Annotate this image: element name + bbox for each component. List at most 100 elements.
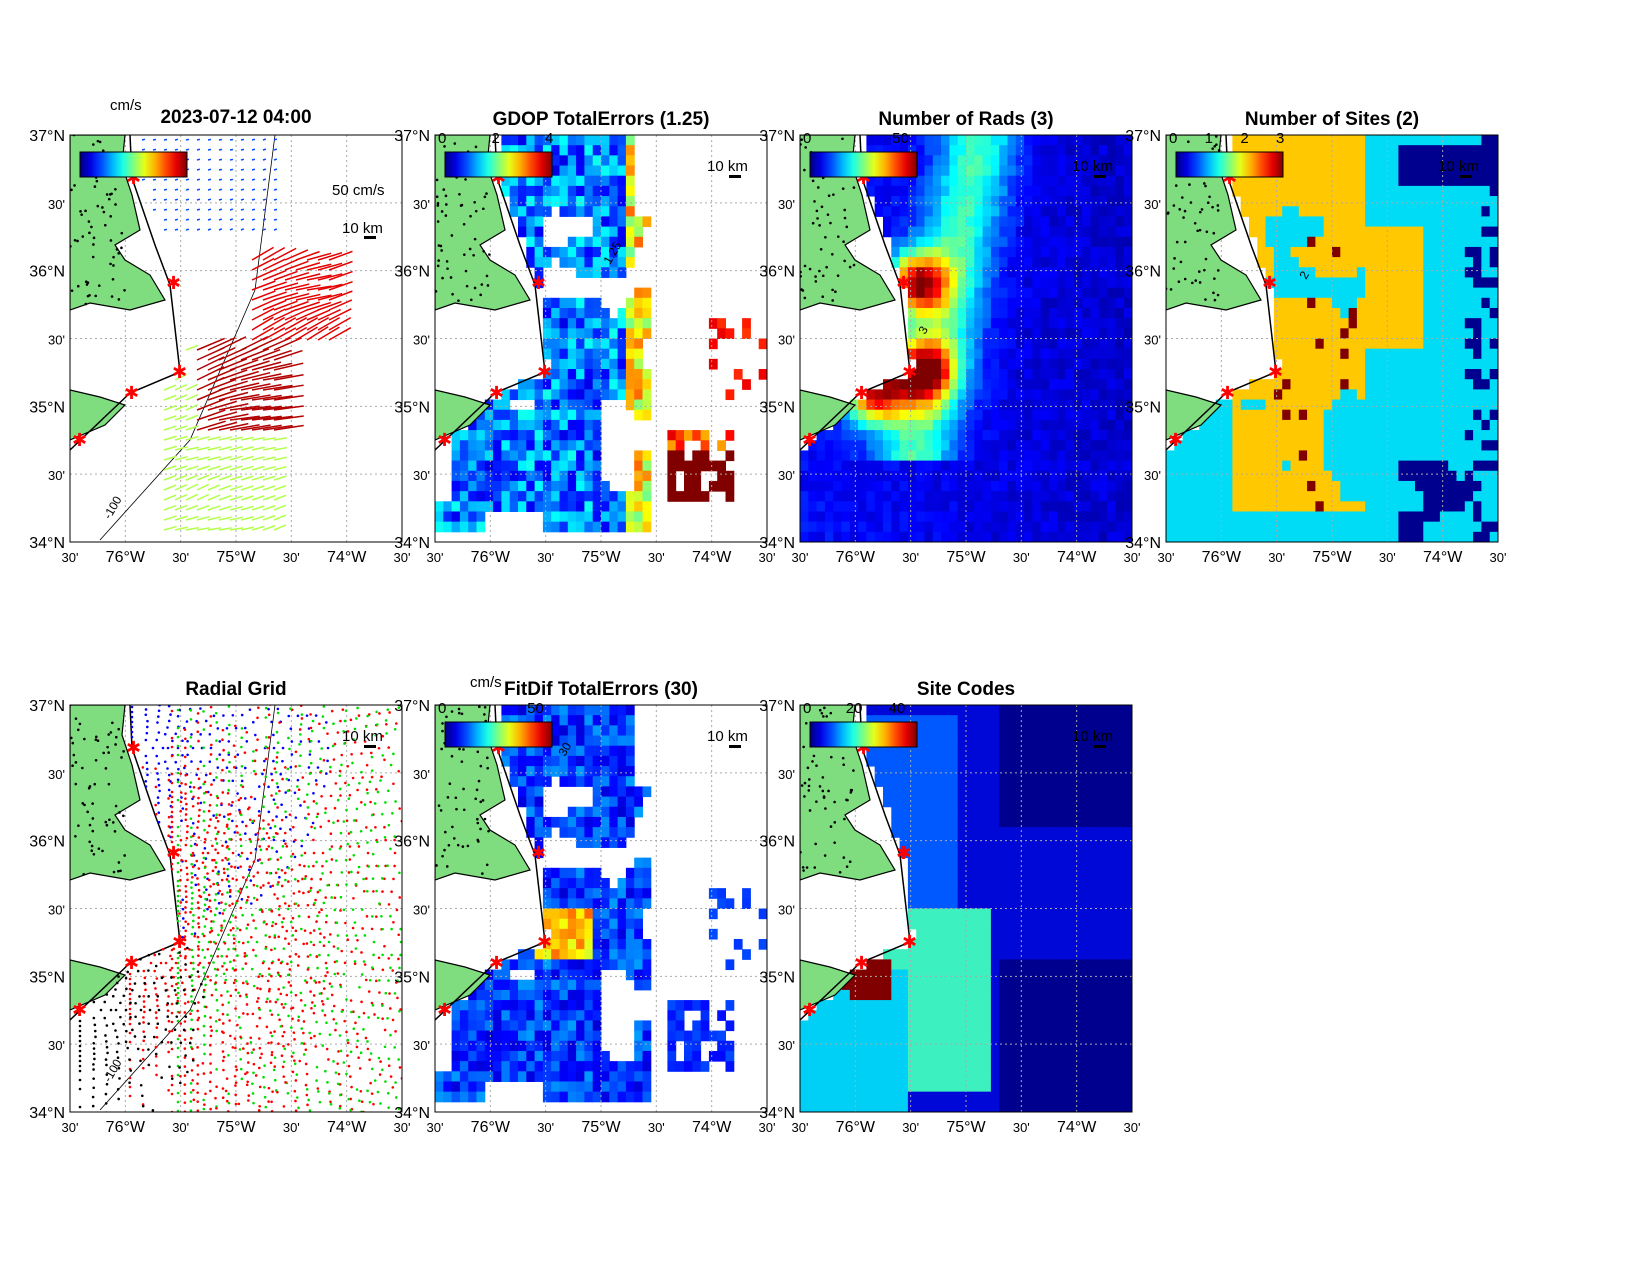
- radial-grid-point: [221, 1003, 224, 1007]
- heatmap-cell: [617, 369, 627, 380]
- heatmap-cell: [999, 318, 1008, 329]
- velocity-arrow: [218, 198, 223, 201]
- heatmap-cell: [559, 246, 569, 258]
- heatmap-cell: [1307, 419, 1316, 431]
- heatmap-cell: [1431, 135, 1441, 146]
- heatmap-cell: [700, 440, 710, 451]
- heatmap-cell: [883, 226, 892, 238]
- velocity-arrow: [185, 198, 190, 201]
- heatmap-cell: [1415, 409, 1424, 421]
- heatmap-cell: [518, 145, 527, 156]
- heatmap-cell: [451, 491, 461, 502]
- heatmap-cell: [1381, 450, 1391, 462]
- heatmap-cell: [907, 246, 917, 258]
- radial-grid-point: [185, 720, 189, 723]
- velocity-arrow: [295, 317, 319, 331]
- heatmap-cell: [874, 480, 884, 492]
- heatmap-cell: [1348, 379, 1358, 390]
- heatmap-cell: [1489, 155, 1498, 167]
- heatmap-cell: [1232, 501, 1242, 512]
- heatmap-cell: [1049, 196, 1058, 207]
- heatmap-cell: [1365, 470, 1374, 482]
- heatmap-cell: [1115, 328, 1125, 339]
- heatmap-cell: [999, 226, 1008, 238]
- heatmap-cell: [459, 501, 469, 512]
- heatmap-cell: [526, 409, 536, 421]
- radial-grid-point: [312, 672, 315, 675]
- heatmap-cell: [1348, 501, 1358, 512]
- heatmap-cell: [1107, 267, 1116, 278]
- heatmap-cell: [1065, 430, 1075, 441]
- heatmap-cell: [1323, 450, 1333, 462]
- heatmap-cell: [1082, 287, 1091, 299]
- heatmap-cell: [601, 175, 610, 187]
- heatmap-cell: [891, 440, 901, 451]
- heatmap-cell: [567, 307, 577, 319]
- heatmap-cell: [1431, 287, 1441, 299]
- heatmap-cell: [1040, 430, 1050, 441]
- heatmap-cell: [551, 409, 560, 421]
- radial-grid-point: [329, 870, 333, 874]
- heatmap-cell: [1057, 460, 1067, 472]
- land-dot: [114, 804, 118, 808]
- heatmap-cell: [567, 511, 577, 523]
- heatmap-cell: [1456, 246, 1466, 258]
- heatmap-cell: [1224, 480, 1233, 492]
- heatmap-cell: [874, 185, 884, 197]
- heatmap-cell: [1182, 501, 1192, 512]
- heatmap-cell: [1032, 175, 1042, 187]
- land-dot: [120, 246, 123, 250]
- heatmap-cell: [1473, 196, 1482, 207]
- site-marker: ✱: [1168, 430, 1183, 450]
- heatmap-cell: [542, 297, 552, 309]
- heatmap-cell: [1423, 399, 1433, 411]
- radial-grid-point: [144, 738, 148, 742]
- heatmap-cell: [1356, 348, 1366, 360]
- radial-grid-point: [184, 797, 187, 800]
- radial-grid-point: [276, 785, 280, 789]
- heatmap-cell: [999, 277, 1008, 289]
- heatmap-cell: [1323, 348, 1333, 360]
- heatmap-cell: [966, 450, 975, 462]
- velocity-arrow: [284, 292, 310, 301]
- heatmap-cell: [1207, 501, 1217, 512]
- velocity-arrow: [273, 178, 278, 181]
- heatmap-cell: [1464, 206, 1474, 217]
- heatmap-cell: [1373, 175, 1383, 187]
- radial-grid-point: [235, 878, 238, 882]
- heatmap-cell: [1323, 307, 1333, 319]
- radial-grid-point: [167, 705, 171, 708]
- heatmap-cell: [891, 450, 901, 462]
- heatmap-cell: [468, 511, 477, 523]
- velocity-arrow: [262, 465, 276, 471]
- radial-grid-point: [157, 598, 160, 601]
- heatmap-cell: [1082, 399, 1091, 411]
- heatmap-cell: [1423, 409, 1433, 421]
- heatmap-cell: [1406, 450, 1416, 462]
- heatmap-cell: [1249, 531, 1258, 542]
- heatmap-cell: [924, 226, 934, 238]
- heatmap-cell: [1249, 419, 1258, 431]
- radial-grid-point: [208, 930, 212, 934]
- heatmap-cell: [990, 318, 1000, 329]
- land-dot: [1205, 230, 1209, 234]
- heatmap-cell: [1073, 297, 1083, 309]
- heatmap-cell: [883, 379, 892, 390]
- heatmap-cell: [1007, 145, 1017, 156]
- heatmap-cell: [1439, 450, 1449, 462]
- heatmap-cell: [476, 460, 486, 472]
- heatmap-cell: [1215, 409, 1225, 421]
- heatmap-cell: [1090, 460, 1100, 472]
- radial-grid-point: [206, 851, 210, 855]
- heatmap-cell: [1332, 511, 1341, 523]
- heatmap-cell: [1024, 338, 1033, 350]
- velocity-arrow: [196, 465, 210, 471]
- velocity-arrow: [295, 250, 320, 261]
- heatmap-cell: [742, 318, 751, 329]
- heatmap-cell: [1224, 521, 1233, 533]
- heatmap-cell: [1265, 257, 1275, 268]
- heatmap-cell: [1340, 501, 1350, 512]
- heatmap-cell: [849, 409, 859, 421]
- radial-grid-point: [307, 727, 311, 730]
- land-dot: [97, 284, 101, 287]
